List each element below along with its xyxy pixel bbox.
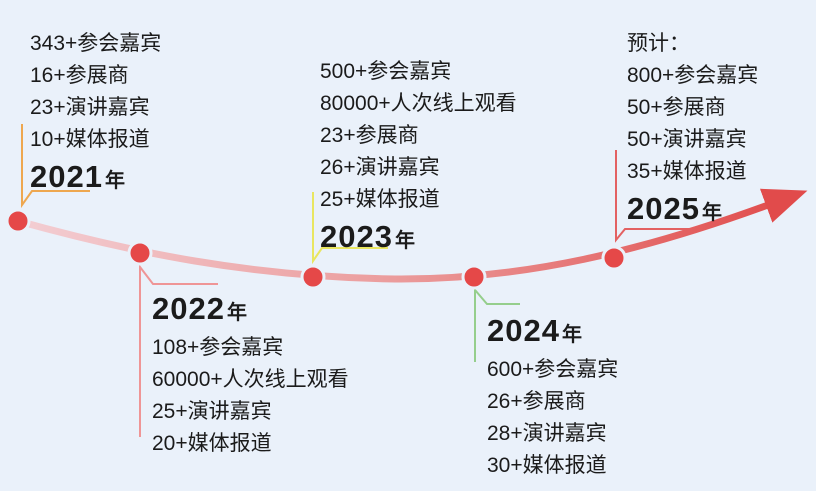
year-suffix: 年 bbox=[226, 302, 247, 324]
stat-line: 500+参会嘉宾 bbox=[320, 60, 452, 83]
year-suffix: 年 bbox=[561, 324, 582, 346]
event-block-2024: 2024 年 600+参会嘉宾 26+参展商 28+演讲嘉宾 30+媒体报道 bbox=[487, 313, 618, 482]
year-suffix: 年 bbox=[104, 170, 125, 192]
growth-arrow bbox=[14, 188, 808, 283]
year-suffix: 年 bbox=[701, 202, 722, 224]
stat-line: 26+演讲嘉宾 bbox=[320, 156, 440, 179]
year-number: 2022 bbox=[152, 291, 225, 326]
timeline-dot-2025 bbox=[601, 245, 627, 271]
stat-line: 23+参展商 bbox=[320, 124, 419, 147]
stat-line: 30+媒体报道 bbox=[487, 454, 607, 477]
stat-line: 20+媒体报道 bbox=[152, 432, 272, 455]
stat-line: 600+参会嘉宾 bbox=[487, 358, 619, 381]
callout-pointer-2023 bbox=[312, 192, 388, 265]
year-label-2024: 2024 年 bbox=[487, 313, 618, 349]
stat-line: 28+演讲嘉宾 bbox=[487, 422, 607, 445]
timeline-dot-2023 bbox=[300, 264, 326, 290]
year-number: 2021 bbox=[30, 159, 103, 194]
stat-line: 35+媒体报道 bbox=[627, 160, 747, 183]
callout-pointer-2022 bbox=[139, 264, 218, 437]
stat-line: 10+媒体报道 bbox=[30, 128, 150, 151]
event-block-2025: 预计： 800+参会嘉宾 50+参展商 50+演讲嘉宾 35+媒体报道 2025… bbox=[627, 28, 758, 227]
stat-line: 108+参会嘉宾 bbox=[152, 336, 284, 359]
stat-line: 23+演讲嘉宾 bbox=[30, 96, 150, 119]
callout-pointer-2021 bbox=[21, 124, 90, 209]
event-block-2023: 500+参会嘉宾 80000+人次线上观看 23+参展商 26+演讲嘉宾 25+… bbox=[320, 56, 517, 255]
callout-pointer-2025 bbox=[615, 150, 698, 243]
stat-line: 800+参会嘉宾 bbox=[627, 64, 759, 87]
callout-pointer-2024 bbox=[474, 287, 520, 362]
stat-line: 16+参展商 bbox=[30, 64, 129, 87]
year-suffix: 年 bbox=[394, 230, 415, 252]
stat-line: 25+演讲嘉宾 bbox=[152, 400, 272, 423]
stat-line: 50+演讲嘉宾 bbox=[627, 128, 747, 151]
year-label-2021: 2021 年 bbox=[30, 159, 161, 195]
stat-line: 50+参展商 bbox=[627, 96, 726, 119]
event-block-2022: 2022 年 108+参会嘉宾 60000+人次线上观看 25+演讲嘉宾 20+媒… bbox=[152, 291, 349, 460]
timeline-dot-2024 bbox=[461, 264, 487, 290]
year-label-2025: 2025 年 bbox=[627, 191, 758, 227]
year-number: 2024 bbox=[487, 313, 560, 348]
stat-line: 80000+人次线上观看 bbox=[320, 92, 517, 115]
event-block-2021: 343+参会嘉宾 16+参展商 23+演讲嘉宾 10+媒体报道 2021 年 bbox=[30, 28, 161, 195]
stat-line: 60000+人次线上观看 bbox=[152, 368, 349, 391]
year-label-2023: 2023 年 bbox=[320, 219, 517, 255]
stat-line: 26+参展商 bbox=[487, 390, 586, 413]
timeline-dot-2022 bbox=[127, 240, 153, 266]
forecast-label: 预计： bbox=[627, 32, 690, 55]
year-number: 2023 bbox=[320, 219, 393, 254]
year-label-2022: 2022 年 bbox=[152, 291, 349, 327]
stat-line: 343+参会嘉宾 bbox=[30, 32, 162, 55]
year-number: 2025 bbox=[627, 191, 700, 226]
stat-line: 25+媒体报道 bbox=[320, 188, 440, 211]
timeline-dot-2021 bbox=[5, 208, 31, 234]
